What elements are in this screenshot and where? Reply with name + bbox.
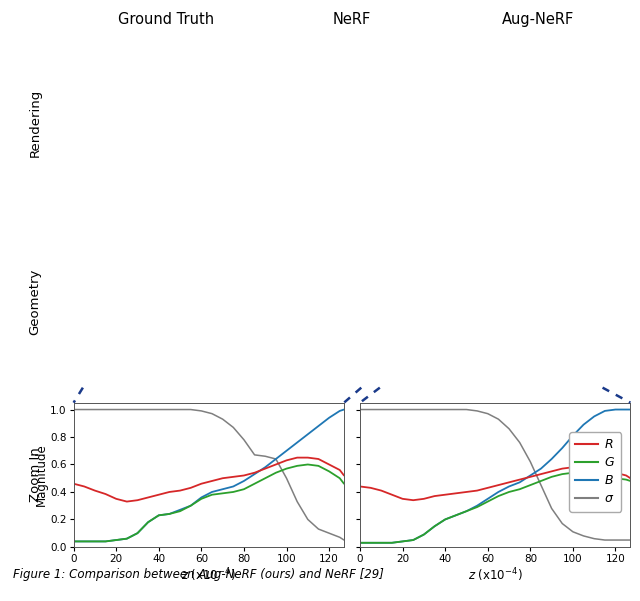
- Text: Ground Truth: Ground Truth: [118, 12, 214, 27]
- Text: Figure 1: Comparison between Aug-NeRF (ours) and NeRF [29]: Figure 1: Comparison between Aug-NeRF (o…: [13, 568, 383, 581]
- X-axis label: $z$ (x10$^{-4}$): $z$ (x10$^{-4}$): [182, 567, 236, 584]
- Text: Rendering: Rendering: [29, 89, 42, 157]
- Legend: $R$, $G$, $B$, $\sigma$: $R$, $G$, $B$, $\sigma$: [569, 432, 621, 511]
- Text: Zoom In: Zoom In: [29, 447, 42, 502]
- Text: Aug-NeRF: Aug-NeRF: [502, 12, 573, 27]
- Y-axis label: Magnitude: Magnitude: [35, 444, 47, 506]
- X-axis label: $z$ (x10$^{-4}$): $z$ (x10$^{-4}$): [468, 567, 522, 584]
- Text: Geometry: Geometry: [29, 269, 42, 335]
- Text: NeRF: NeRF: [333, 12, 371, 27]
